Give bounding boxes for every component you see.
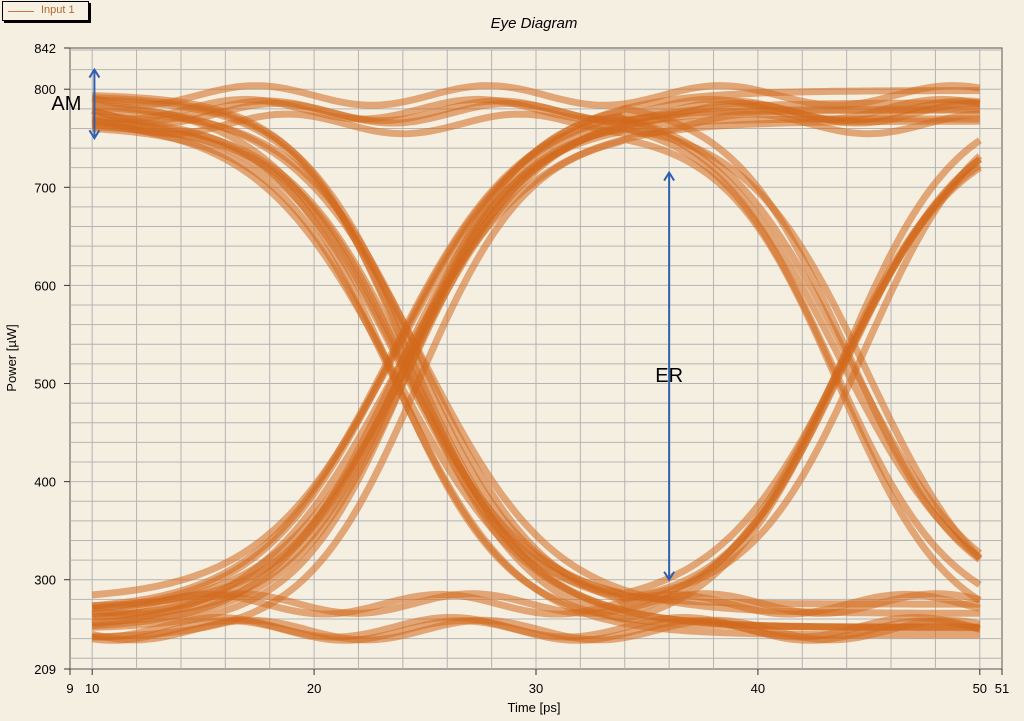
annotation-label-am: AM (51, 93, 81, 115)
annotation-arrow-head (663, 170, 675, 182)
annotation-arrow-head (88, 67, 101, 79)
y-tick-label: 842 (34, 41, 56, 56)
y-tick-label: 500 (34, 377, 56, 392)
x-tick-label: 30 (529, 681, 543, 696)
annotation-label-er: ER (655, 365, 683, 387)
annotation-arrow-head (88, 129, 101, 141)
x-tick-label: 20 (307, 681, 321, 696)
x-tick-label: 9 (66, 681, 73, 696)
eye-trace (92, 105, 980, 621)
eye-trace (92, 123, 982, 623)
y-tick-label: 209 (34, 662, 56, 677)
y-tick-label: 600 (34, 278, 56, 293)
x-axis-label: Time [ps] (508, 700, 561, 715)
legend-label: Input 1 (41, 4, 75, 16)
y-tick-label: 800 (34, 82, 56, 97)
eye-trace (91, 110, 980, 138)
y-axis-label: Power [µW] (4, 324, 19, 391)
eye-trace (91, 99, 980, 127)
y-tick-label: 400 (34, 475, 56, 490)
x-tick-label: 51 (995, 681, 1009, 696)
legend-swatch (8, 11, 34, 12)
legend: Input 1 (2, 1, 89, 21)
x-tick-label: 50 (973, 681, 987, 696)
x-tick-label: 10 (85, 681, 99, 696)
x-tick-label: 40 (751, 681, 765, 696)
y-tick-label: 700 (34, 180, 56, 195)
y-tick-label: 300 (34, 573, 56, 588)
eye-trace (91, 112, 982, 610)
eye-trace (92, 135, 982, 641)
annotation-arrow-head (663, 571, 675, 582)
chart-title: Eye Diagram (491, 15, 578, 32)
